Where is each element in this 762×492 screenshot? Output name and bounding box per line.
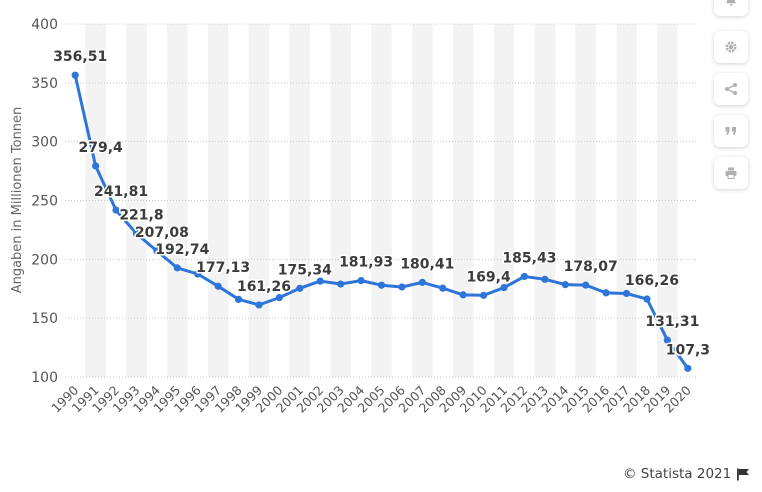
column-band — [575, 24, 596, 377]
data-point[interactable] — [214, 282, 222, 290]
data-point[interactable] — [71, 71, 79, 79]
column-band — [534, 24, 556, 377]
data-point[interactable] — [275, 293, 284, 302]
data-label: 161,26 — [237, 279, 291, 295]
data-point[interactable] — [194, 270, 202, 278]
settings-button[interactable] — [714, 31, 748, 63]
data-point[interactable] — [132, 230, 141, 238]
data-label: 178,07 — [564, 259, 618, 275]
column-band — [167, 24, 188, 377]
y-tick-label: 300 — [31, 135, 58, 151]
data-point[interactable] — [377, 281, 386, 289]
data-label: 241,81 — [94, 184, 148, 200]
data-point[interactable] — [520, 272, 529, 281]
series-line — [71, 71, 692, 372]
data-point[interactable] — [316, 277, 324, 285]
data-point[interactable] — [541, 275, 549, 283]
bell-icon — [725, 0, 737, 6]
gridlines — [65, 23, 698, 378]
data-label: 169,4 — [466, 269, 511, 285]
y-tick-label: 350 — [31, 76, 58, 92]
column-bands — [85, 24, 678, 377]
data-label: 107,38 — [666, 342, 710, 358]
data-label: 207,08 — [135, 225, 189, 241]
data-point[interactable] — [337, 280, 345, 288]
data-label: 221,8 — [119, 208, 163, 224]
data-point[interactable] — [602, 289, 610, 297]
data-point[interactable] — [622, 289, 631, 298]
cite-button[interactable] — [714, 115, 748, 147]
x-axis-ticks: 1990199119921993199419951996199719981999… — [48, 382, 694, 415]
data-point[interactable] — [398, 283, 406, 291]
printer-icon — [725, 167, 737, 179]
data-label: 356,51 — [53, 49, 107, 65]
column-band — [493, 24, 515, 377]
y-tick-label: 150 — [31, 311, 58, 327]
data-label: 166,26 — [625, 273, 679, 289]
credit: © Statista 2021 — [623, 466, 750, 482]
data-point[interactable] — [255, 301, 263, 309]
data-point[interactable] — [500, 283, 508, 292]
column-band — [452, 24, 474, 377]
data-label: 177,13 — [196, 260, 250, 276]
column-band — [248, 24, 270, 377]
data-point[interactable] — [234, 295, 243, 303]
data-point[interactable] — [112, 206, 120, 214]
data-point[interactable] — [643, 295, 651, 303]
data-label: 192,74 — [155, 242, 209, 258]
column-band — [371, 24, 392, 377]
quote-icon — [725, 127, 736, 135]
y-tick-label: 400 — [31, 17, 58, 33]
notification-button[interactable] — [714, 0, 748, 16]
data-point[interactable] — [153, 247, 161, 255]
data-label: 131,31 — [645, 314, 699, 330]
y-tick-label: 250 — [31, 194, 58, 210]
data-point[interactable] — [173, 264, 181, 272]
data-point[interactable] — [561, 281, 569, 289]
data-point[interactable] — [357, 276, 365, 285]
share-button[interactable] — [714, 73, 748, 105]
data-label: 181,93 — [339, 255, 393, 271]
data-label: 175,34 — [278, 262, 332, 278]
data-point[interactable] — [663, 336, 671, 344]
data-label: 279,4 — [78, 140, 123, 156]
column-band — [126, 24, 147, 377]
gear-icon — [725, 41, 737, 53]
data-point[interactable] — [418, 278, 426, 286]
flag-icon[interactable] — [736, 468, 750, 481]
data-point[interactable] — [439, 284, 447, 292]
data-point[interactable] — [479, 291, 488, 299]
data-point[interactable] — [92, 162, 100, 170]
y-tick-label: 100 — [31, 370, 58, 386]
data-point[interactable] — [582, 281, 590, 289]
line-chart: 100 150 200 250 300 350 400 199019911992199319… — [10, 17, 710, 416]
data-point[interactable] — [684, 364, 692, 372]
column-band — [330, 24, 351, 377]
column-band — [657, 24, 678, 377]
print-button[interactable] — [714, 157, 748, 189]
data-label: 180,41 — [400, 256, 454, 272]
data-label: 185,43 — [502, 250, 556, 266]
credit-text[interactable]: © Statista 2021 — [623, 466, 732, 482]
data-point[interactable] — [459, 291, 467, 299]
y-axis-ticks: 100 150 200 250 300 350 400 — [31, 17, 58, 386]
y-tick-label: 200 — [31, 252, 58, 268]
y-axis-label: Angaben in Millionen Tonnen — [10, 107, 25, 294]
data-point[interactable] — [296, 284, 304, 292]
share-icon — [725, 83, 737, 95]
